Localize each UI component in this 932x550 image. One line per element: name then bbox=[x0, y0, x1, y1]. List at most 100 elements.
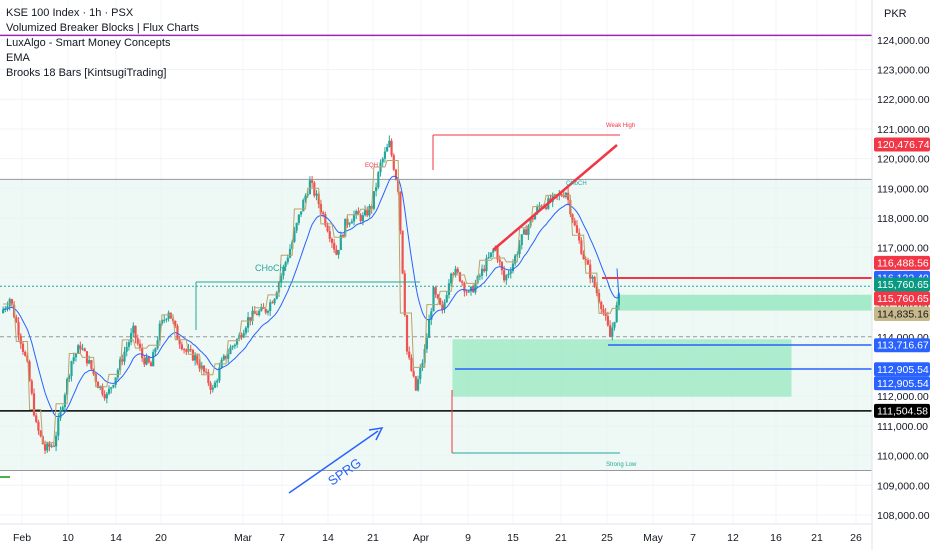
candle-body bbox=[251, 310, 254, 321]
candle-body bbox=[83, 348, 86, 352]
candle-body bbox=[302, 200, 305, 212]
trend-line bbox=[492, 144, 618, 251]
candle-body bbox=[191, 349, 195, 361]
candle-body bbox=[92, 368, 95, 375]
price-label-text: 112,905.54 bbox=[877, 364, 929, 376]
candle-body bbox=[200, 365, 203, 369]
candle-body bbox=[474, 283, 477, 293]
indicator-ema[interactable]: EMA bbox=[6, 52, 30, 64]
candle-body bbox=[231, 346, 234, 348]
candle-body bbox=[377, 172, 380, 188]
candle-body bbox=[288, 248, 292, 258]
candle-body bbox=[593, 277, 596, 287]
candle-body bbox=[167, 312, 170, 319]
candle-body bbox=[485, 258, 488, 272]
price-label-text: 120,476.74 bbox=[877, 139, 930, 151]
candle-body bbox=[266, 310, 270, 313]
candle-body bbox=[575, 225, 579, 233]
time-tick-label: 7 bbox=[690, 532, 696, 544]
candle-body bbox=[74, 353, 78, 358]
candle-body bbox=[52, 445, 55, 447]
candle-body bbox=[324, 214, 327, 226]
price-tick-label: 108,000.00 bbox=[877, 510, 930, 522]
candle-body bbox=[48, 443, 51, 447]
candle-body bbox=[615, 305, 618, 322]
indicator-smart-money-concepts[interactable]: LuxAlgo - Smart Money Concepts bbox=[6, 37, 171, 49]
time-tick-label: 15 bbox=[507, 532, 519, 544]
candle-body bbox=[450, 273, 453, 284]
candle-body bbox=[503, 270, 506, 281]
candle-body bbox=[352, 214, 356, 222]
candle-body bbox=[333, 242, 336, 250]
candle-body bbox=[399, 191, 402, 231]
indicator-brooks-18-bars[interactable]: Brooks 18 Bars [KintsugiTrading] bbox=[6, 67, 167, 79]
candle-body bbox=[472, 286, 475, 293]
candle-body bbox=[224, 355, 228, 359]
eqh-label: EQH bbox=[365, 163, 378, 169]
candle-body bbox=[70, 361, 73, 377]
price-tick-label: 121,000.00 bbox=[877, 124, 930, 136]
candle-body bbox=[130, 333, 133, 343]
overlay-lines bbox=[0, 134, 872, 494]
price-label-bg bbox=[874, 403, 930, 418]
price-label: 115,760.65 bbox=[874, 291, 930, 306]
candle-body bbox=[10, 299, 14, 305]
price-label-text: 113,716.67 bbox=[877, 340, 929, 352]
candle-body bbox=[586, 260, 590, 265]
candle-body bbox=[242, 333, 245, 338]
candle-body bbox=[359, 214, 362, 222]
currency-label[interactable]: PKR bbox=[884, 8, 907, 20]
candle-body bbox=[149, 362, 153, 367]
time-tick-label: Mar bbox=[234, 532, 253, 544]
candle-body bbox=[564, 192, 568, 197]
candle-body bbox=[61, 407, 64, 410]
candle-body bbox=[469, 286, 473, 292]
candle-body bbox=[326, 225, 329, 232]
time-axis[interactable]: Feb 10 14 20 Mar 7 14 21 Apr 9 15 21 25 May 7 12 16 21 26 bbox=[13, 532, 862, 544]
candle-body bbox=[394, 169, 398, 180]
candle-body bbox=[341, 234, 345, 237]
candle-body bbox=[90, 360, 93, 369]
candle-body bbox=[328, 231, 331, 239]
time-tick-label: 26 bbox=[850, 532, 862, 544]
candle-body bbox=[337, 250, 340, 255]
price-label-text: 116,488.56 bbox=[877, 257, 929, 269]
time-tick-label: Feb bbox=[13, 532, 31, 544]
candle-body bbox=[458, 272, 462, 282]
candle-body bbox=[311, 180, 314, 183]
candle-body bbox=[15, 317, 18, 323]
indicator-volumized-breaker-blocks[interactable]: Volumized Breaker Blocks | Flux Charts bbox=[6, 22, 199, 34]
price-label-text: 115,760.65 bbox=[877, 293, 929, 305]
candle-body bbox=[66, 378, 69, 395]
candle-body bbox=[240, 335, 243, 338]
candle-body bbox=[194, 355, 197, 361]
candles bbox=[2, 135, 620, 455]
time-tick-label: 25 bbox=[601, 532, 613, 544]
candle-body bbox=[134, 325, 137, 339]
candle-body bbox=[403, 273, 406, 316]
candle-body bbox=[363, 210, 367, 216]
candle-body bbox=[421, 362, 424, 368]
candle-body bbox=[602, 309, 605, 313]
candle-body bbox=[463, 282, 466, 292]
candle-body bbox=[218, 367, 221, 381]
price-labels: 120,476.74116,488.56116,122.40115,760.65… bbox=[874, 137, 930, 418]
candle-body bbox=[405, 315, 409, 352]
candle-body bbox=[525, 229, 528, 235]
candle-body bbox=[182, 349, 186, 351]
candle-body bbox=[110, 387, 113, 389]
candle-body bbox=[21, 343, 25, 352]
candle-body bbox=[617, 293, 620, 306]
range-zone bbox=[0, 179, 872, 471]
candle-body bbox=[573, 220, 576, 226]
candle-body bbox=[416, 379, 420, 391]
candle-body bbox=[613, 321, 616, 328]
candle-body bbox=[425, 337, 428, 350]
symbol-title[interactable]: KSE 100 Index · 1h · PSX bbox=[6, 7, 134, 19]
candle-body bbox=[498, 259, 501, 262]
candle-body bbox=[361, 215, 364, 222]
price-tick-label: 120,000.00 bbox=[877, 154, 930, 166]
candle-body bbox=[553, 194, 556, 196]
price-label-bg bbox=[874, 277, 930, 292]
